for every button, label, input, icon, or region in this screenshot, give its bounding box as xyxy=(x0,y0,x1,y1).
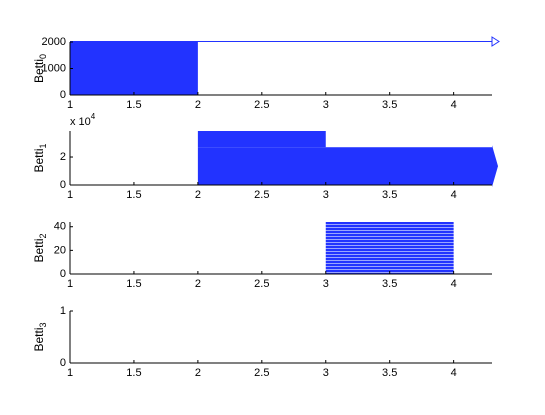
y-tick-label: 20 xyxy=(54,244,66,256)
infinity-arrow xyxy=(492,145,498,187)
y-axis-label: Betti0 xyxy=(32,54,48,83)
x-tick-label: 1 xyxy=(67,367,73,379)
x-tick-label: 4 xyxy=(451,367,457,379)
y-tick-label: 0 xyxy=(60,268,66,280)
y-axis-label: Betti3 xyxy=(32,322,48,351)
x-tick-label: 1.5 xyxy=(126,278,141,290)
y-tick-label: 0 xyxy=(60,89,66,101)
y-tick-label: 2000 xyxy=(42,36,66,48)
x-tick-label: 2 xyxy=(195,278,201,290)
y-tick-label: 0 xyxy=(60,179,66,191)
bar xyxy=(197,131,326,148)
x-tick-label: 1 xyxy=(67,99,73,111)
x-tick-label: 2.5 xyxy=(254,278,269,290)
x-tick-label: 2 xyxy=(195,189,201,201)
x-tick-label: 2 xyxy=(195,367,201,379)
y-tick-label: 0 xyxy=(60,357,66,369)
y-axis-label-sub: 3 xyxy=(38,322,48,327)
x-tick-label: 1.5 xyxy=(126,367,141,379)
y-tick-label: 2 xyxy=(60,151,66,163)
x-tick-label: 2 xyxy=(195,99,201,111)
y-tick-label: 40 xyxy=(54,221,66,233)
bar xyxy=(325,222,454,274)
x-tick-label: 3 xyxy=(323,99,329,111)
y-axis-label-main: Betti xyxy=(32,328,46,352)
x-tick-label: 3 xyxy=(323,367,329,379)
bar xyxy=(197,147,492,185)
y-scale-multiplier: x 104 xyxy=(70,112,96,128)
infinity-arrow xyxy=(491,36,500,47)
y-axis-label-main: Betti xyxy=(32,239,46,263)
x-tick-label: 3.5 xyxy=(382,278,397,290)
y-axis-label-main: Betti xyxy=(32,149,46,173)
y-tick-label: 1000 xyxy=(42,62,66,74)
y-axis-label: Betti2 xyxy=(32,233,48,262)
x-tick-label: 4 xyxy=(451,189,457,201)
y-axis-label: Betti1 xyxy=(32,143,48,172)
y-axis-label-main: Betti xyxy=(32,59,46,83)
bar xyxy=(70,42,198,95)
x-tick-label: 3.5 xyxy=(382,367,397,379)
x-tick-label: 2.5 xyxy=(254,367,269,379)
y-scale-base: x 10 xyxy=(70,116,91,128)
x-tick-label: 2.5 xyxy=(254,99,269,111)
bar xyxy=(70,41,492,42)
x-tick-label: 1 xyxy=(67,189,73,201)
y-axis-label-sub: 1 xyxy=(38,143,48,148)
y-axis-label-sub: 2 xyxy=(38,233,48,238)
x-tick-label: 3.5 xyxy=(382,189,397,201)
y-axis-label-sub: 0 xyxy=(38,54,48,59)
x-tick-label: 1.5 xyxy=(126,99,141,111)
x-tick-label: 1.5 xyxy=(126,189,141,201)
x-tick-label: 1 xyxy=(67,278,73,290)
x-tick-label: 4 xyxy=(451,99,457,111)
x-tick-label: 3.5 xyxy=(382,99,397,111)
y-tick-label: 1 xyxy=(60,305,66,317)
y-scale-exponent: 4 xyxy=(91,112,96,121)
x-tick-label: 3 xyxy=(323,278,329,290)
x-tick-label: 3 xyxy=(323,189,329,201)
x-tick-label: 4 xyxy=(451,278,457,290)
x-tick-label: 2.5 xyxy=(254,189,269,201)
